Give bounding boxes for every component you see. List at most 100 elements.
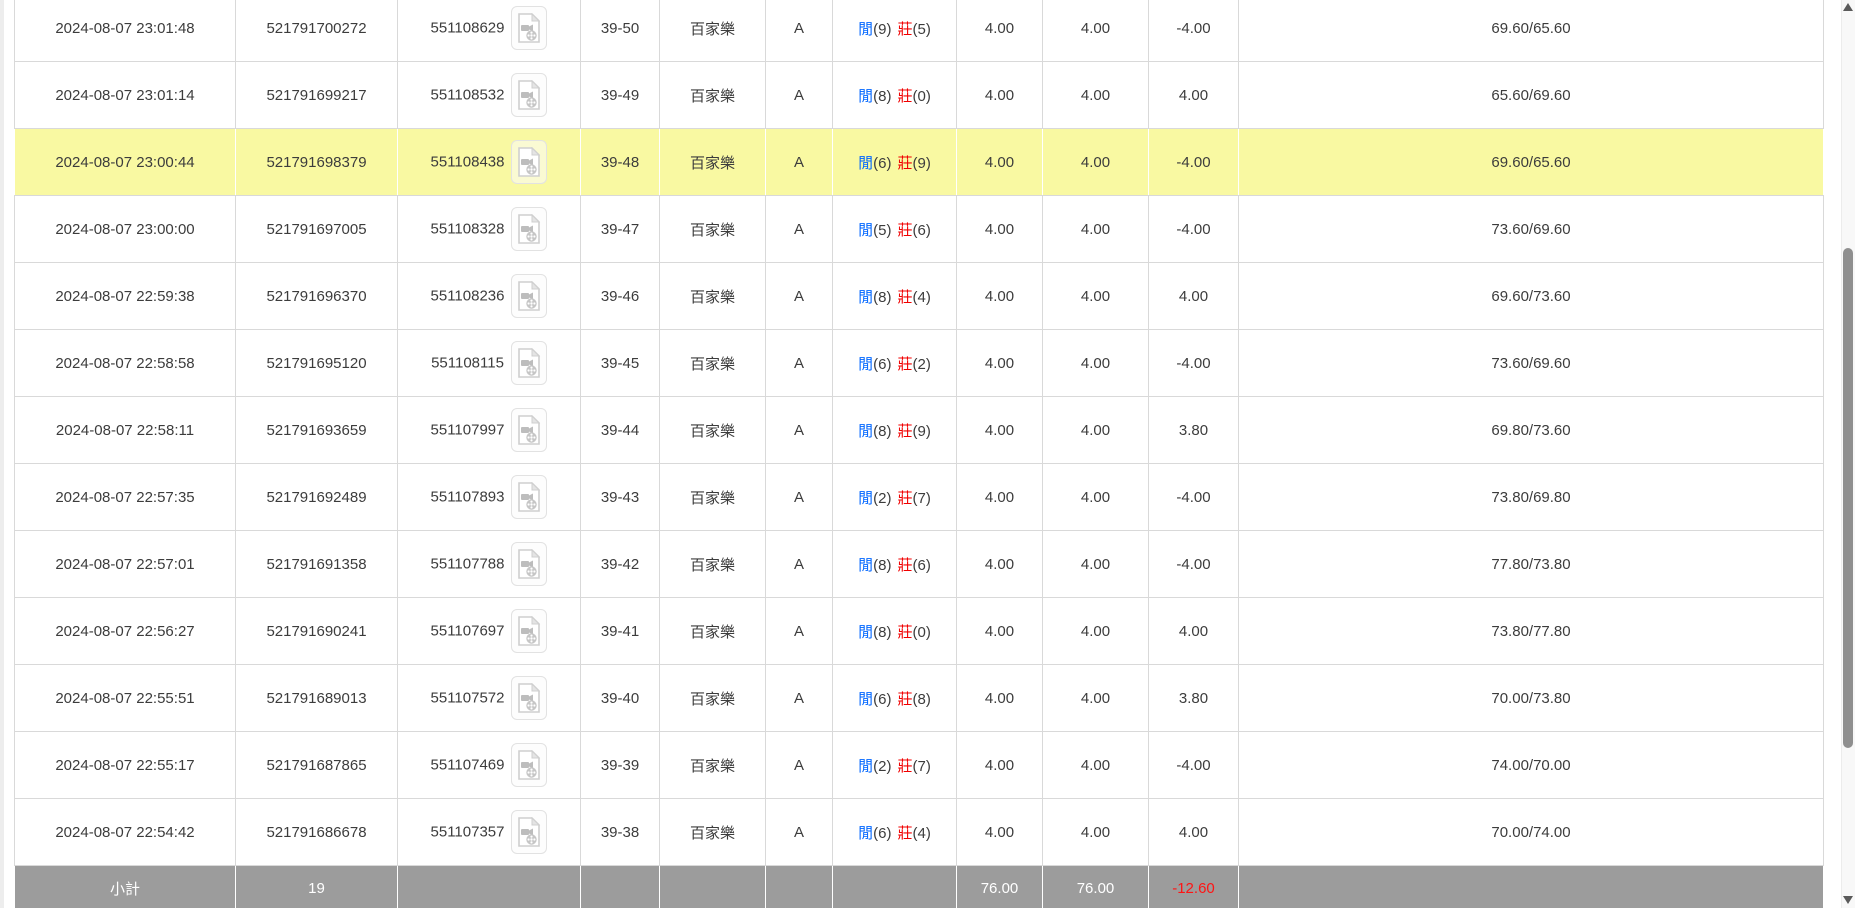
cell-bet-amount[interactable]: 4.00 <box>956 262 1043 330</box>
result-banker-score: (6) <box>912 221 931 239</box>
cell-bet-id: 521791698379 <box>235 128 398 196</box>
cell-game-type: 百家樂 <box>659 463 766 531</box>
scrollbar-up-arrow-icon[interactable] <box>1843 3 1853 11</box>
cell-valid-bet: 4.00 <box>1042 664 1149 732</box>
cell-game-type: 百家樂 <box>659 329 766 397</box>
cell-bet-amount[interactable]: 4.00 <box>956 664 1043 732</box>
cell-bet-amount[interactable]: 4.00 <box>956 0 1043 62</box>
result-banker-score: (6) <box>912 556 931 574</box>
cell-bet-amount[interactable]: 4.00 <box>956 597 1043 665</box>
video-replay-button[interactable] <box>511 475 548 519</box>
cell-bet-time: 2024-08-07 22:55:51 <box>14 664 236 732</box>
video-replay-button[interactable] <box>511 207 548 251</box>
cell-balance: 73.80/77.80 <box>1238 597 1824 665</box>
cell-balance: 65.60/69.60 <box>1238 61 1824 129</box>
vertical-scrollbar-thumb[interactable] <box>1843 248 1853 748</box>
cell-bet-amount[interactable]: 4.00 <box>956 329 1043 397</box>
cell-game-type: 百家樂 <box>659 798 766 866</box>
video-replay-button[interactable] <box>511 274 548 318</box>
cell-balance: 77.80/73.80 <box>1238 530 1824 598</box>
round-id-text: 551107893 <box>430 488 505 506</box>
video-replay-button[interactable] <box>511 73 548 117</box>
video-replay-icon <box>518 80 541 110</box>
result-banker-score: (4) <box>912 824 931 842</box>
cell-table-code: A <box>765 463 833 531</box>
video-replay-icon <box>518 214 541 244</box>
video-replay-button[interactable] <box>511 676 548 720</box>
cell-bet-amount[interactable]: 4.00 <box>956 128 1043 196</box>
video-replay-button[interactable] <box>511 6 548 50</box>
cell-win-loss: 3.80 <box>1148 396 1239 464</box>
cell-table-code: A <box>765 396 833 464</box>
result-banker-score: (2) <box>912 355 931 373</box>
cell-result: 閒(6) 莊(4) <box>832 798 957 866</box>
round-id-text: 551108438 <box>430 153 505 171</box>
cell-table-code: A <box>765 597 833 665</box>
result-player-label: 閒 <box>858 154 874 172</box>
result-player-score: (6) <box>873 690 892 708</box>
result-banker-label: 莊 <box>897 422 913 440</box>
table-row: 2024-08-07 23:01:48 521791700272 5511086… <box>14 0 1824 62</box>
result-banker-label: 莊 <box>897 288 913 306</box>
cell-bet-id: 521791699217 <box>235 61 398 129</box>
cell-game-type: 百家樂 <box>659 195 766 263</box>
summary-row: 小計 19 76.00 76.00 -12.60 <box>14 865 1824 908</box>
cell-bet-amount[interactable]: 4.00 <box>956 731 1043 799</box>
cell-valid-bet: 4.00 <box>1042 530 1149 598</box>
result-banker-label: 莊 <box>897 623 913 641</box>
video-replay-button[interactable] <box>511 743 548 787</box>
video-replay-icon <box>518 549 541 579</box>
summary-empty-balance <box>1238 865 1824 908</box>
video-replay-button[interactable] <box>511 408 548 452</box>
cell-result: 閒(8) 莊(4) <box>832 262 957 330</box>
cell-bet-amount[interactable]: 4.00 <box>956 396 1043 464</box>
cell-round-id: 551107697 <box>397 597 581 665</box>
video-replay-icon <box>518 750 541 780</box>
cell-bet-amount[interactable]: 4.00 <box>956 195 1043 263</box>
result-player-label: 閒 <box>858 288 874 306</box>
cell-bet-amount[interactable]: 4.00 <box>956 61 1043 129</box>
round-id-text: 551108115 <box>431 354 504 372</box>
cell-round-id: 551108236 <box>397 262 581 330</box>
cell-result: 閒(6) 莊(9) <box>832 128 957 196</box>
video-replay-button[interactable] <box>511 140 548 184</box>
video-replay-button[interactable] <box>511 609 548 653</box>
cell-bet-amount[interactable]: 4.00 <box>956 463 1043 531</box>
result-banker-label: 莊 <box>897 87 913 105</box>
cell-game-type: 百家樂 <box>659 731 766 799</box>
result-player-label: 閒 <box>858 87 874 105</box>
cell-bet-id: 521791690241 <box>235 597 398 665</box>
cell-win-loss: -4.00 <box>1148 463 1239 531</box>
result-banker-score: (8) <box>912 690 931 708</box>
cell-win-loss: -4.00 <box>1148 195 1239 263</box>
result-player-score: (2) <box>873 757 892 775</box>
result-player-score: (9) <box>873 20 892 38</box>
result-banker-score: (7) <box>912 489 931 507</box>
video-replay-button[interactable] <box>511 810 548 854</box>
result-player-score: (6) <box>873 355 892 373</box>
round-id-text: 551108236 <box>430 287 505 305</box>
cell-result: 閒(2) 莊(7) <box>832 463 957 531</box>
bet-history-table-area: 2024-08-07 23:01:48 521791700272 5511086… <box>14 0 1825 908</box>
cell-table-code: A <box>765 798 833 866</box>
cell-bet-time: 2024-08-07 22:56:27 <box>14 597 236 665</box>
cell-valid-bet: 4.00 <box>1042 463 1149 531</box>
cell-balance: 74.00/70.00 <box>1238 731 1824 799</box>
result-player-score: (2) <box>873 489 892 507</box>
cell-shoe-round: 39-43 <box>580 463 660 531</box>
scrollbar-down-arrow-icon[interactable] <box>1843 896 1853 904</box>
result-player-label: 閒 <box>858 221 874 239</box>
cell-table-code: A <box>765 731 833 799</box>
cell-bet-amount[interactable]: 4.00 <box>956 798 1043 866</box>
cell-result: 閒(8) 莊(9) <box>832 396 957 464</box>
cell-bet-id: 521791700272 <box>235 0 398 62</box>
cell-valid-bet: 4.00 <box>1042 396 1149 464</box>
cell-bet-amount[interactable]: 4.00 <box>956 530 1043 598</box>
video-replay-button[interactable] <box>510 341 547 385</box>
video-replay-button[interactable] <box>511 542 548 586</box>
result-banker-label: 莊 <box>897 824 913 842</box>
cell-win-loss: 4.00 <box>1148 798 1239 866</box>
table-row: 2024-08-07 22:57:35 521791692489 5511078… <box>14 463 1824 531</box>
result-banker-label: 莊 <box>897 355 913 373</box>
result-banker-label: 莊 <box>897 154 913 172</box>
